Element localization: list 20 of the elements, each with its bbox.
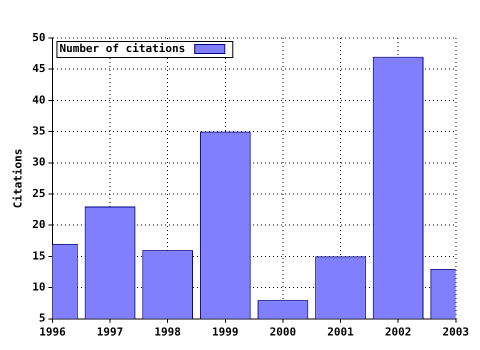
y-tick-label: 15 (32, 249, 46, 262)
x-tick-label: 1998 (154, 325, 181, 338)
y-tick-label: 40 (32, 93, 46, 106)
y-tick-label: 35 (32, 124, 46, 138)
y-tick-label: 5 (38, 312, 46, 325)
x-tick-label: 2001 (327, 325, 354, 338)
x-tick-label: 1997 (96, 325, 124, 338)
y-tick-label: 50 (32, 30, 46, 44)
y-tick-label: 10 (32, 280, 46, 294)
x-tick-label: 2003 (442, 325, 470, 338)
y-tick-label: 20 (32, 218, 46, 232)
y-axis-title: Citations (11, 148, 24, 208)
y-tick-label: 45 (32, 62, 46, 76)
x-tick-label: 2002 (384, 325, 412, 338)
y-tick-label: 25 (32, 186, 46, 200)
legend-label: Number of citations (59, 42, 186, 55)
y-tick-label: 30 (32, 156, 46, 169)
x-tick-label: 1999 (212, 325, 239, 338)
x-tick-label: 1996 (39, 325, 66, 338)
x-tick-label: 2000 (270, 325, 296, 338)
